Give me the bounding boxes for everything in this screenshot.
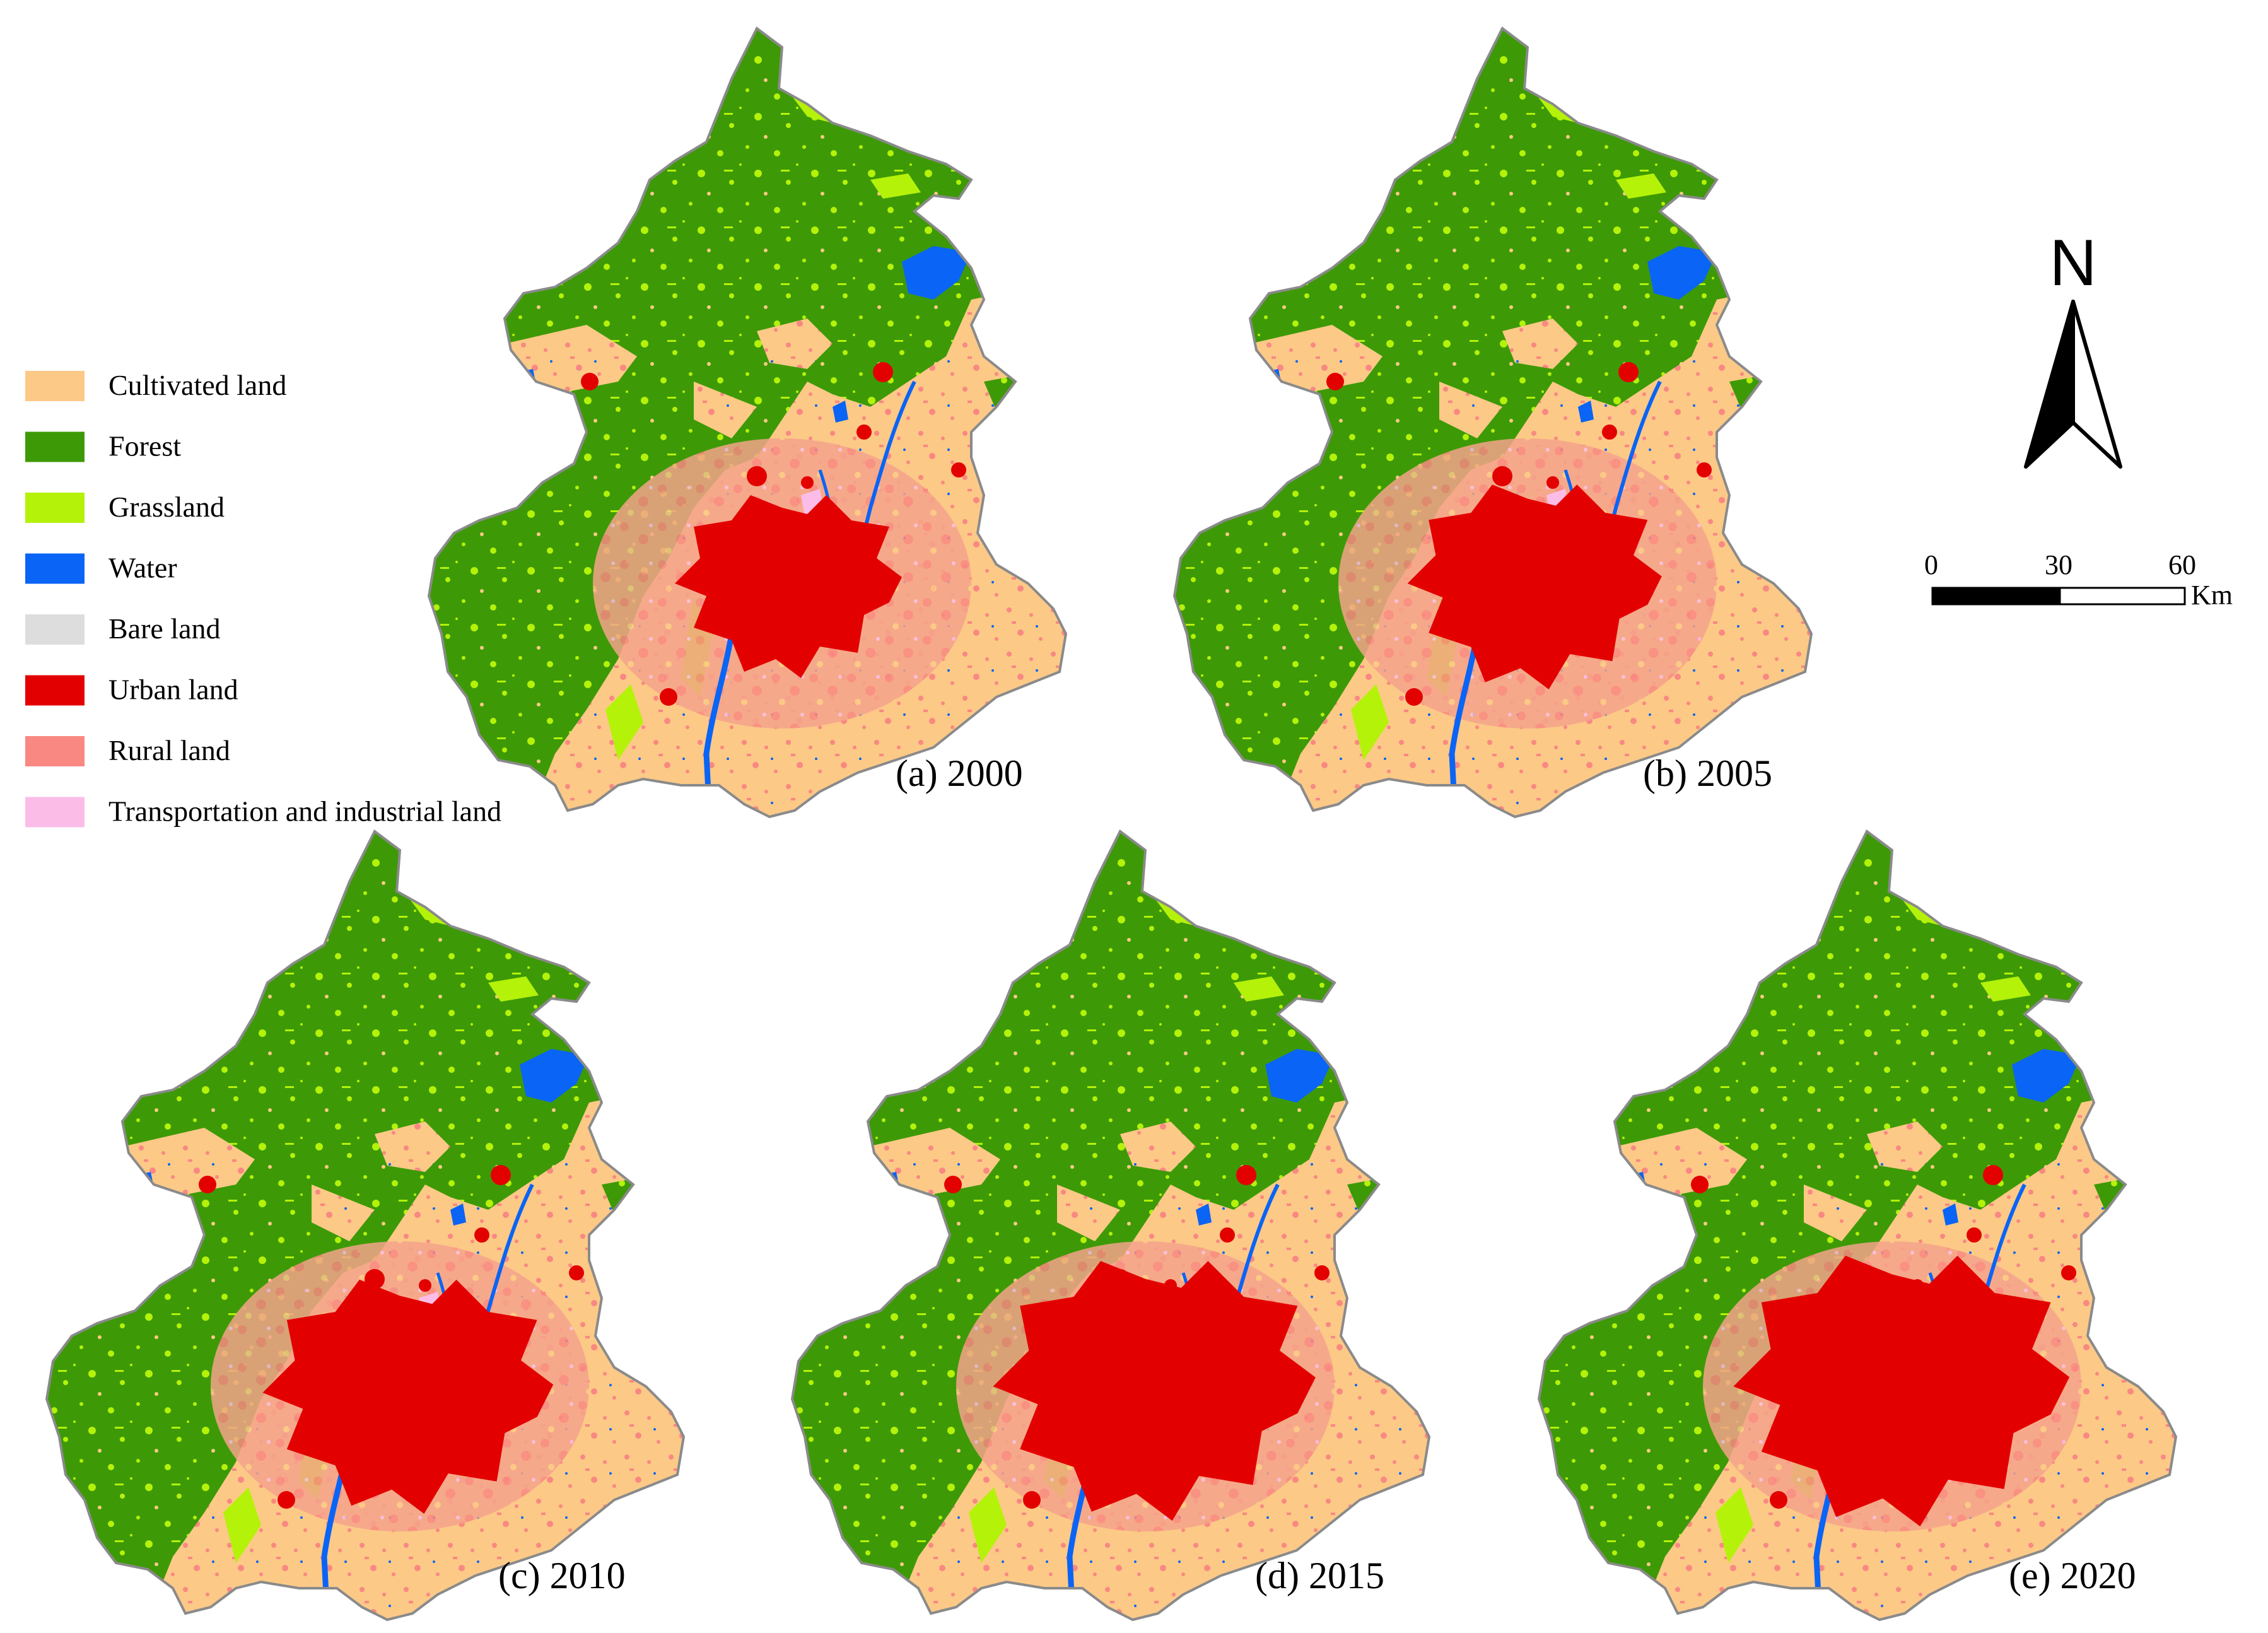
legend-swatch-bare <box>25 614 85 645</box>
map-panel-5 <box>1526 819 2233 1633</box>
scale-tick-30: 30 <box>2045 549 2072 580</box>
land-cover-map <box>34 819 740 1633</box>
land-cover-map <box>780 819 1486 1633</box>
map-panel-1 <box>416 16 1123 848</box>
legend-label-water: Water <box>108 552 177 584</box>
legend-swatch-grassland <box>25 493 85 523</box>
legend-swatch-cultivated <box>25 371 85 401</box>
scale-tick-60: 60 <box>2168 549 2196 580</box>
map-panel-3 <box>34 819 740 1633</box>
north-letter: N <box>2049 226 2096 300</box>
legend-label-transport: Transportation and industrial land <box>108 795 501 828</box>
panel-label-5: (e) 2020 <box>2009 1555 2136 1596</box>
scale-bar: 0 30 60 Km <box>1924 549 2233 611</box>
legend-label-rural: Rural land <box>108 734 230 766</box>
legend-label-urban: Urban land <box>108 674 238 706</box>
legend-label-bare: Bare land <box>108 612 221 645</box>
panel-label-3: (c) 2010 <box>498 1555 626 1596</box>
map-panel-4 <box>780 819 1486 1633</box>
north-arrow-right-half <box>2071 300 2122 469</box>
panel-label-2: (b) 2005 <box>1643 752 1772 794</box>
map-panel-2 <box>1162 16 1868 848</box>
scale-segment-white <box>2059 587 2186 606</box>
panel-label-4: (d) 2015 <box>1255 1555 1384 1596</box>
legend-label-grassland: Grassland <box>108 491 225 523</box>
land-cover-map <box>416 16 1123 848</box>
legend-swatch-water <box>25 553 85 584</box>
north-arrow: N <box>2024 226 2122 469</box>
scale-tick-0: 0 <box>1924 549 1938 580</box>
legend-swatch-rural <box>25 736 85 766</box>
legend-label-forest: Forest <box>108 430 181 462</box>
scale-segment-black <box>1931 587 2061 606</box>
map-panels: (a) 2000 (b) 2005 (c) 2010 (d) 2015 (e) 2020 <box>34 16 2233 1633</box>
legend-swatch-forest <box>25 431 85 462</box>
land-cover-map <box>1526 819 2233 1633</box>
legend-label-cultivated: Cultivated land <box>108 369 286 401</box>
scale-unit: Km <box>2191 580 2233 611</box>
legend-swatch-transport <box>25 797 85 828</box>
legend-swatch-urban <box>25 675 85 706</box>
legend: Cultivated land Forest Grassland Water Bare … <box>25 369 501 828</box>
panel-label-1: (a) 2000 <box>896 752 1023 794</box>
north-arrow-left-half <box>2024 300 2075 469</box>
land-cover-map <box>1162 16 1868 848</box>
